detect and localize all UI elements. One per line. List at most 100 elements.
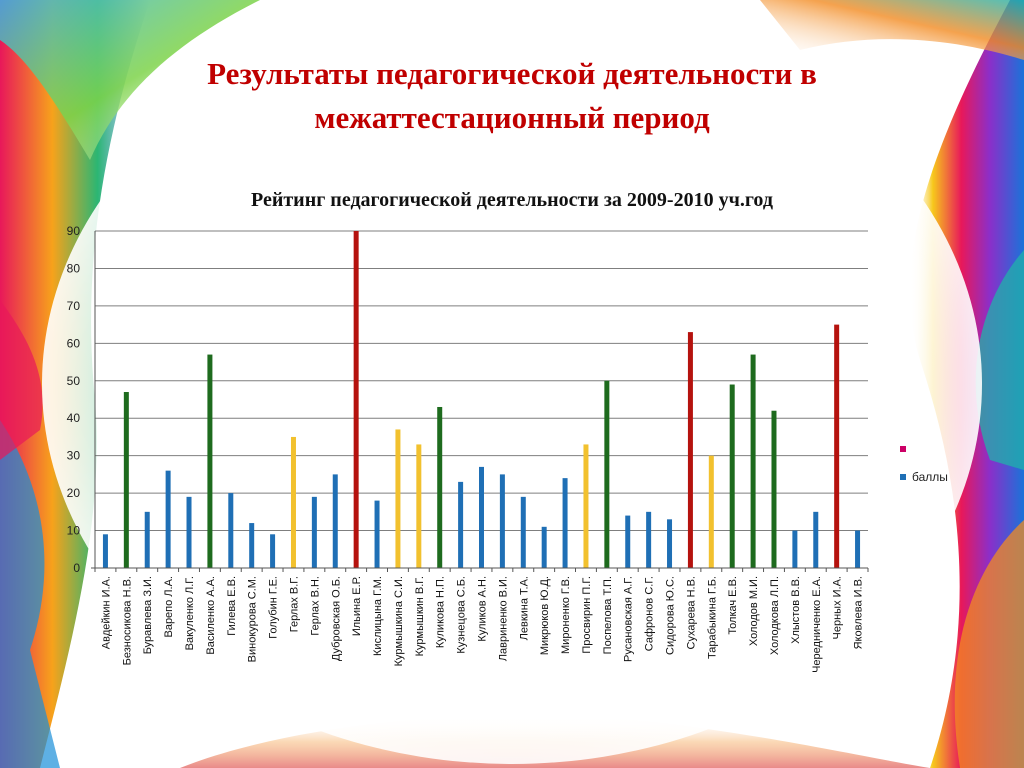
x-tick-label: Варепо Л.А. xyxy=(163,576,175,638)
x-tick-label: Поспелова Т.П. xyxy=(602,576,614,654)
chart-bars xyxy=(102,231,861,568)
bar xyxy=(123,392,129,568)
bar xyxy=(834,324,840,568)
bar xyxy=(228,493,234,568)
bar xyxy=(792,530,798,568)
x-tick-label: Русановская А.Г. xyxy=(623,576,635,662)
bar xyxy=(416,444,422,568)
bar xyxy=(395,429,401,568)
legend-entry-2: баллы xyxy=(900,468,948,486)
bar xyxy=(311,496,317,568)
bar xyxy=(625,515,631,568)
x-tick-label: Черных И.А. xyxy=(832,576,844,639)
bar xyxy=(332,474,338,568)
chart-axes xyxy=(91,231,869,572)
bar xyxy=(290,436,296,568)
x-tick-label: Ильина Е.Р. xyxy=(351,576,363,636)
bar xyxy=(750,354,756,568)
legend-swatch-2 xyxy=(900,474,906,480)
y-tick-label: 10 xyxy=(67,524,81,538)
bar xyxy=(771,410,777,568)
bar xyxy=(353,231,359,568)
x-tick-label: Тарабыкина Г.Б. xyxy=(706,576,718,659)
bar xyxy=(458,481,464,568)
bar xyxy=(855,530,861,568)
x-tick-label: Просвирин П.Г. xyxy=(581,576,593,654)
slide-title-line-1: Результаты педагогической деятельности в xyxy=(207,56,817,91)
x-tick-label: Дубровская О.Б. xyxy=(330,576,342,661)
x-tick-label: Кислицына Г.М. xyxy=(372,576,384,656)
x-tick-label: Курмышкина С.И. xyxy=(393,576,405,666)
x-axis-tick-labels: Авдейкин И.А. Безносикова Н.В. Буравлева З… xyxy=(100,576,864,673)
x-tick-label: Авдейкин И.А. xyxy=(100,576,112,649)
y-tick-label: 70 xyxy=(67,299,81,313)
chart-title: Рейтинг педагогической деятельности за 2… xyxy=(251,189,773,211)
legend-label-2: баллы xyxy=(912,470,948,484)
x-tick-label: Голубин Г.Е. xyxy=(268,576,280,639)
bar xyxy=(479,466,484,568)
bar xyxy=(583,444,589,568)
x-tick-label: Герлах В.Н. xyxy=(309,576,321,636)
bar xyxy=(270,534,276,568)
x-tick-label: Сафронов С.Г. xyxy=(644,576,656,651)
x-tick-label: Холодкова Л.П. xyxy=(769,576,781,655)
slide-title-line-2: межаттестационный период xyxy=(314,100,710,135)
chart-legend: баллы xyxy=(900,440,948,496)
y-tick-label: 0 xyxy=(73,561,80,575)
bar xyxy=(687,332,693,568)
bar xyxy=(708,455,714,568)
x-tick-label: Хлыстов В.В. xyxy=(790,576,802,644)
legend-swatch-1 xyxy=(900,446,906,452)
x-tick-label: Гилева Е.В. xyxy=(226,576,238,636)
bar xyxy=(667,519,673,568)
bar xyxy=(520,496,526,568)
bar xyxy=(165,470,171,568)
x-tick-label: Сухарева Н.В. xyxy=(685,576,697,649)
x-tick-label: Буравлева З.И. xyxy=(142,576,154,654)
legend-entry-1 xyxy=(900,440,948,458)
y-axis-tick-labels: 0 10 20 30 40 50 60 70 80 90 xyxy=(67,224,81,575)
y-tick-label: 90 xyxy=(67,224,81,238)
bar xyxy=(102,534,108,568)
bar xyxy=(499,474,505,568)
y-tick-label: 60 xyxy=(67,336,81,350)
x-tick-label: Мироненко Г.В. xyxy=(560,576,572,654)
bar xyxy=(249,523,255,568)
slide-title: Результаты педагогической деятельности в… xyxy=(100,52,924,140)
x-tick-label: Василенко А.А. xyxy=(205,576,217,655)
x-tick-label: Курмышкин В.Г. xyxy=(414,576,426,656)
x-tick-label: Микрюков Ю.Д. xyxy=(539,576,551,655)
bar xyxy=(186,496,192,568)
bar xyxy=(729,384,735,568)
bar xyxy=(207,354,213,568)
y-tick-label: 80 xyxy=(67,261,81,275)
y-tick-label: 40 xyxy=(67,411,81,425)
x-tick-label: Вакуленко Л.Г. xyxy=(184,576,196,650)
x-tick-label: Куликов А.Н. xyxy=(477,576,489,642)
x-tick-label: Холодов М.И. xyxy=(748,576,760,646)
x-tick-label: Левкина Т.А. xyxy=(518,576,530,640)
x-tick-label: Герлах В.Г. xyxy=(288,576,300,632)
x-tick-label: Винокурова С.М. xyxy=(247,576,259,662)
x-tick-label: Толкач Е.В. xyxy=(727,576,739,635)
x-tick-label: Лавриненко В.И. xyxy=(497,576,509,661)
x-tick-label: Безносикова Н.В. xyxy=(121,576,133,665)
bar xyxy=(646,511,652,568)
bar xyxy=(374,500,380,568)
bar xyxy=(562,478,568,568)
x-tick-label: Яковлева И.В. xyxy=(853,576,865,649)
x-tick-label: Сидорова Ю.С. xyxy=(665,576,677,655)
y-tick-label: 50 xyxy=(67,374,81,388)
y-tick-label: 20 xyxy=(67,486,81,500)
y-tick-label: 30 xyxy=(67,449,81,463)
bar xyxy=(813,511,819,568)
x-tick-label: Чередниченко Е.А. xyxy=(811,576,823,673)
bar xyxy=(541,526,547,568)
x-tick-label: Кузнецова С.Б. xyxy=(456,576,468,654)
bar xyxy=(437,406,443,568)
bar xyxy=(604,380,610,568)
x-tick-label: Куликова Н.П. xyxy=(435,576,447,648)
